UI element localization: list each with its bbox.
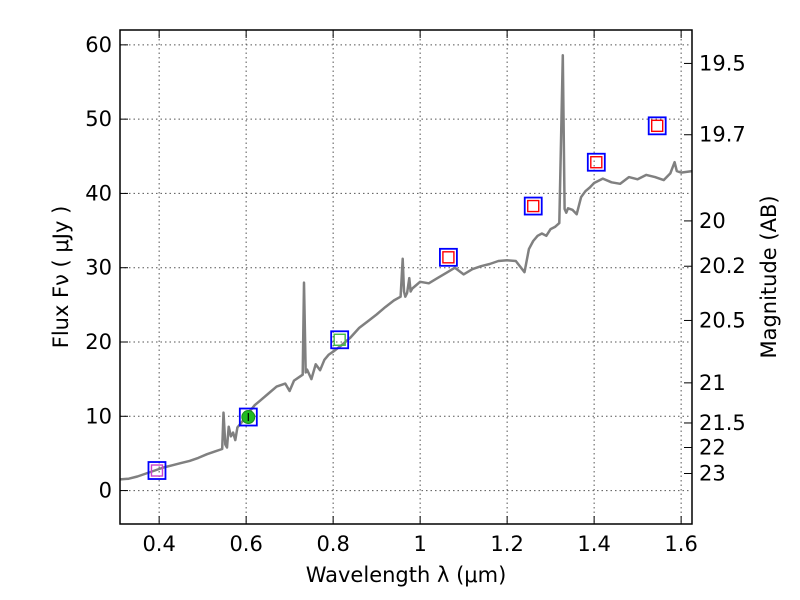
photometry-box: [330, 330, 350, 350]
photometry-point: [586, 152, 606, 172]
photometry-measurement: [590, 156, 603, 169]
magnitude-tick-label: 20.2: [699, 254, 746, 278]
y-tick-label: 20: [85, 330, 112, 354]
photometry-point: [523, 196, 543, 216]
spectrum-line: [119, 54, 693, 481]
x-tick-label: 1: [413, 532, 426, 556]
photometry-measurement: [333, 333, 346, 346]
photometry-box: [439, 247, 458, 267]
magnitude-tick-label: 20: [699, 209, 726, 233]
photometry-points: [147, 116, 667, 480]
y-tick-label: 30: [85, 256, 112, 280]
photometry-box: [647, 116, 667, 136]
magnitude-tick-label: 19.7: [699, 123, 746, 147]
photometry-point: [238, 407, 258, 427]
x-axis-label: Wavelength λ (μm): [306, 563, 507, 587]
photometry-box: [523, 196, 543, 216]
photometry-box: [238, 407, 258, 427]
magnitude-tick-label: 21.5: [699, 411, 746, 435]
x-tick-label: 0.4: [142, 532, 175, 556]
photometry-measurement: [442, 251, 455, 264]
magnitude-tick-label: 20.5: [699, 308, 746, 332]
magnitude-tick-label: 21: [699, 371, 726, 395]
y-tick-label: 60: [85, 33, 112, 57]
y-tick-label: 40: [85, 181, 112, 205]
photometry-measurement: [527, 199, 540, 213]
photometry-box: [586, 152, 606, 172]
photometry-box: [147, 461, 167, 480]
y-tick-label: 10: [85, 404, 112, 428]
grid: [120, 30, 692, 524]
y-tick-label: 50: [85, 107, 112, 131]
photometry-point: [147, 461, 167, 480]
photometry-measurement: [651, 119, 664, 133]
series-layer: [119, 54, 693, 481]
photometry-measurement: [150, 464, 164, 477]
x-tick-label: 1.2: [490, 532, 523, 556]
photometry-point: [330, 330, 350, 350]
plot-frame: [119, 29, 693, 525]
x-tick-label: 1.4: [577, 532, 610, 556]
magnitude-tick-label: 19.5: [699, 51, 746, 75]
photometry-point: [439, 247, 458, 267]
photometry-point: [647, 116, 667, 136]
magnitude-tick-label: 22: [699, 435, 726, 459]
y-tick-label: 0: [99, 479, 112, 503]
x-tick-label: 0.8: [316, 532, 349, 556]
y2-axis-label: Magnitude (AB): [757, 195, 781, 358]
magnitude-tick-label: 23: [699, 461, 726, 485]
y-axis-label: Flux Fν ( μJy ): [49, 206, 73, 349]
x-tick-label: 0.6: [229, 532, 262, 556]
axis-ticks: 0.4 0.6 0.8 1 1.2 1.4 1.6 0 10 20 30 40 50 60 19.5 19.7…: [85, 30, 746, 556]
x-tick-label: 1.6: [664, 532, 697, 556]
